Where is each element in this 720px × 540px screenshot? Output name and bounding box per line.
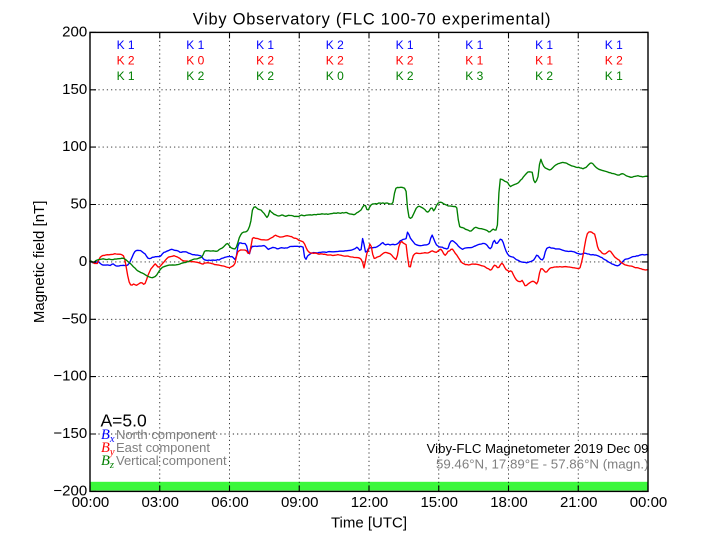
svg-text:50: 50 <box>71 196 88 213</box>
svg-text:North component: North component <box>116 427 216 442</box>
svg-text:K 2: K 2 <box>256 69 274 83</box>
svg-text:K 2: K 2 <box>326 53 344 67</box>
svg-text:00:00: 00:00 <box>72 494 110 511</box>
svg-text:100: 100 <box>62 138 87 155</box>
svg-text:K 0: K 0 <box>186 53 204 67</box>
svg-text:K 2: K 2 <box>396 53 414 67</box>
svg-text:K 1: K 1 <box>605 69 623 83</box>
svg-text:−150: −150 <box>53 425 87 442</box>
svg-text:K 2: K 2 <box>396 69 414 83</box>
svg-text:03:00: 03:00 <box>141 494 179 511</box>
svg-text:K 3: K 3 <box>465 69 483 83</box>
svg-text:K 1: K 1 <box>535 38 553 52</box>
svg-text:K 0: K 0 <box>326 69 344 83</box>
svg-text:K 1: K 1 <box>117 69 135 83</box>
svg-text:East component: East component <box>116 440 210 455</box>
svg-text:12:00: 12:00 <box>351 494 389 511</box>
svg-text:06:00: 06:00 <box>211 494 249 511</box>
svg-text:Time [UTC]: Time [UTC] <box>331 515 407 532</box>
svg-text:18:00: 18:00 <box>490 494 528 511</box>
svg-text:200: 200 <box>62 23 87 40</box>
svg-text:15:00: 15:00 <box>420 494 458 511</box>
svg-text:K 1: K 1 <box>256 38 274 52</box>
svg-text:K 2: K 2 <box>186 69 204 83</box>
svg-text:K 2: K 2 <box>535 69 553 83</box>
svg-text:K 2: K 2 <box>326 38 344 52</box>
svg-text:K 1: K 1 <box>605 38 623 52</box>
svg-text:09:00: 09:00 <box>281 494 319 511</box>
svg-text:150: 150 <box>62 81 87 98</box>
svg-text:00:00: 00:00 <box>630 494 668 511</box>
svg-text:−50: −50 <box>62 310 87 327</box>
svg-text:A=5.0: A=5.0 <box>101 410 147 430</box>
svg-text:K 2: K 2 <box>256 53 274 67</box>
svg-text:−100: −100 <box>53 368 87 385</box>
svg-text:K 1: K 1 <box>465 53 483 67</box>
svg-text:Viby-FLC Magnetometer 2019 Dec: Viby-FLC Magnetometer 2019 Dec 09 <box>427 441 649 456</box>
svg-text:59.46°N, 17.89°E - 57.86°N (ma: 59.46°N, 17.89°E - 57.86°N (magn.) <box>436 457 649 472</box>
svg-text:K 1: K 1 <box>186 38 204 52</box>
svg-text:K 2: K 2 <box>117 53 135 67</box>
svg-text:21:00: 21:00 <box>560 494 598 511</box>
svg-text:0: 0 <box>79 253 87 270</box>
svg-text:Vertical component: Vertical component <box>116 453 227 468</box>
svg-text:Magnetic field [nT]: Magnetic field [nT] <box>31 201 48 324</box>
svg-text:K 1: K 1 <box>535 53 553 67</box>
svg-text:K 1: K 1 <box>396 38 414 52</box>
svg-text:Viby Observatory (FLC 100-70 e: Viby Observatory (FLC 100-70 experimenta… <box>193 11 552 29</box>
svg-text:−200: −200 <box>53 482 87 499</box>
svg-text:K 1: K 1 <box>465 38 483 52</box>
svg-text:K 2: K 2 <box>605 53 623 67</box>
svg-text:K 1: K 1 <box>117 38 135 52</box>
